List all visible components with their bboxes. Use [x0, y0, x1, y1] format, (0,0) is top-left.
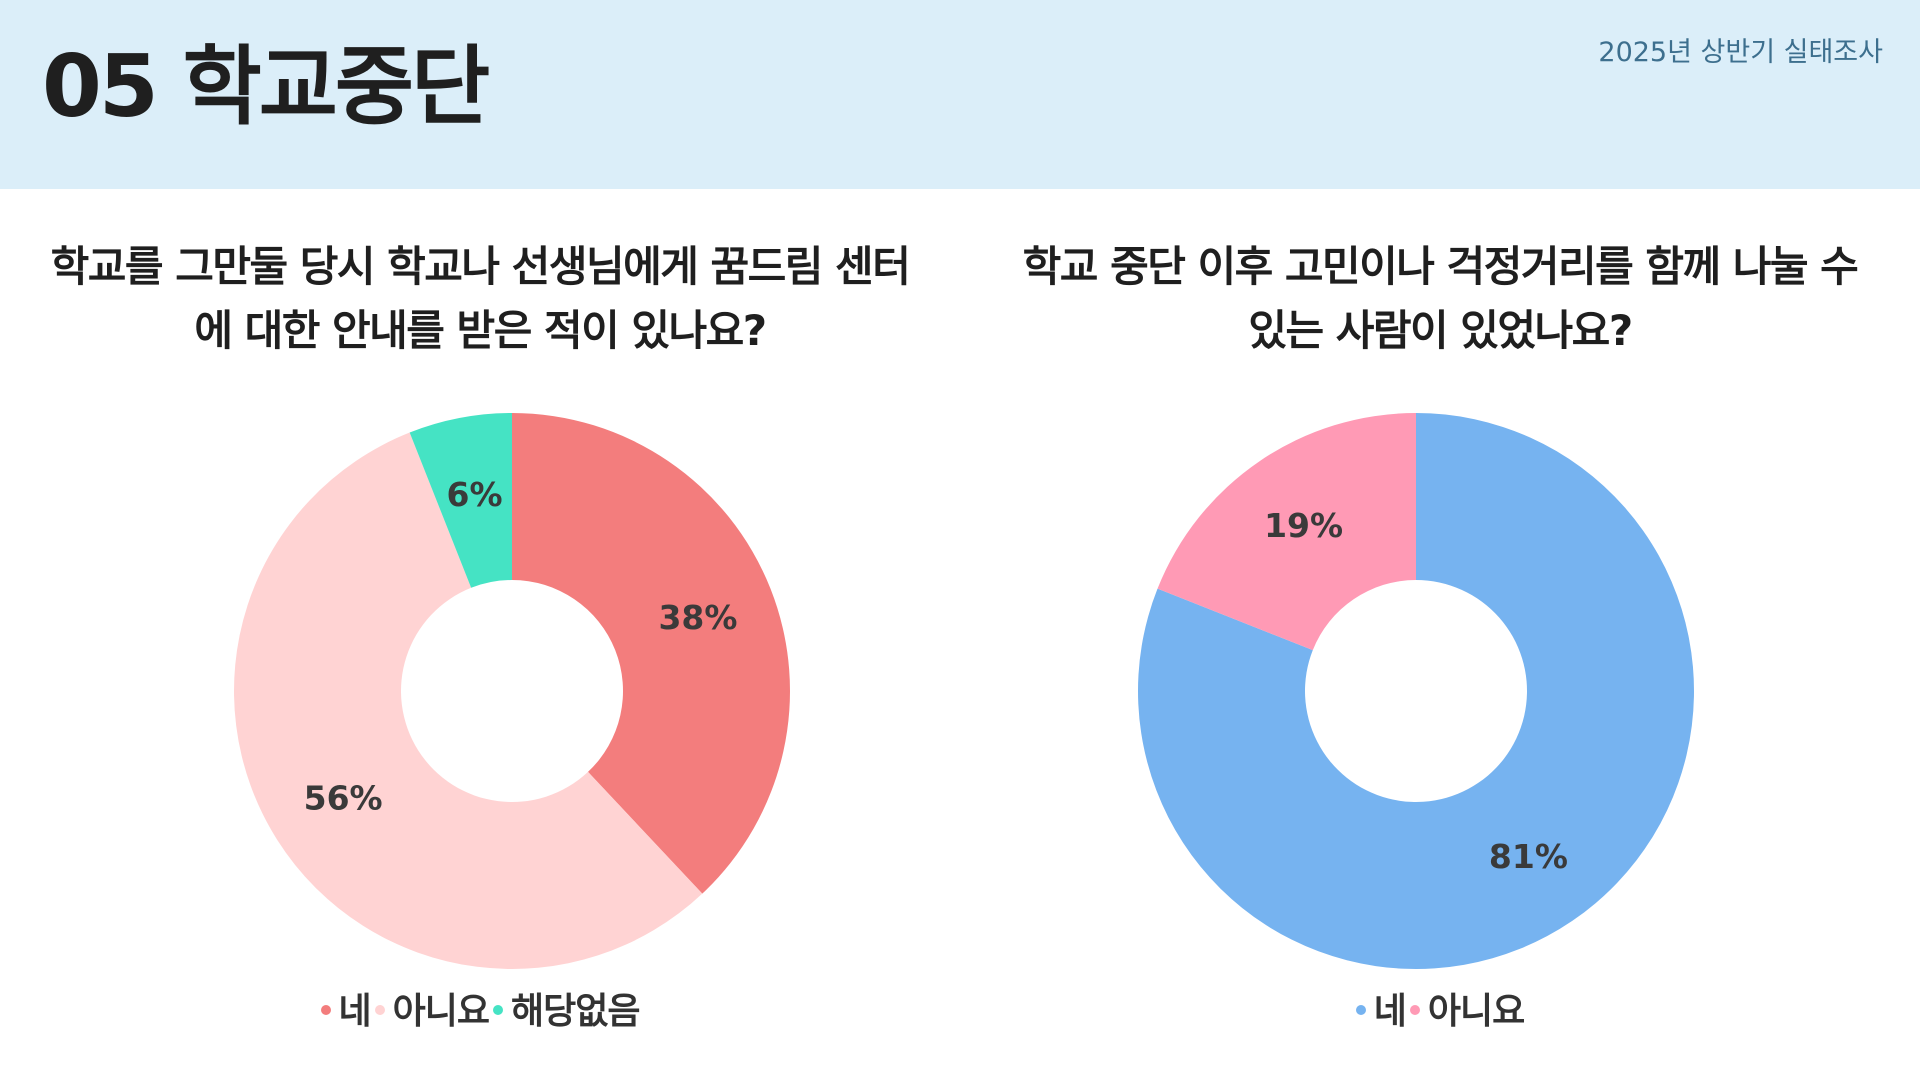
pie-slice-0: [1138, 413, 1694, 969]
chart-panel-right: 학교 중단 이후 고민이나 걱정거리를 함께 나눌 수 있는 사람이 있었나요?…: [960, 189, 1920, 1080]
slice-label-0: 81%: [1489, 837, 1568, 876]
pie-slice-0: [512, 413, 790, 894]
legend-right: 네 아니요: [960, 982, 1920, 1034]
legend-item-2: 해당없음: [493, 982, 640, 1034]
legend-item-1: 아니요: [1409, 982, 1525, 1034]
legend-label: 아니요: [1427, 991, 1525, 1032]
survey-label: 2025년 상반기 실태조사: [1598, 37, 1883, 68]
chart-title-left: 학교를 그만둘 당시 학교나 선생님에게 꿈드림 센터에 대한 안내를 받은 적…: [50, 242, 911, 355]
legend-dot-icon: [374, 1005, 385, 1015]
legend-item-0: 네: [320, 982, 372, 1034]
legend-dot-icon: [320, 1005, 331, 1015]
legend-item-1: 아니요: [374, 982, 490, 1034]
donut-chart-left: 38% 56% 6%: [233, 413, 790, 969]
legend-item-0: 네: [1355, 982, 1407, 1034]
pie-slice-1: [1157, 413, 1416, 651]
pie-slice-1: [233, 432, 703, 969]
pie-slice-2: [409, 413, 512, 588]
legend-label: 네: [1373, 991, 1407, 1032]
chart-title-right: 학교 중단 이후 고민이나 걱정거리를 함께 나눌 수 있는 사람이 있었나요?: [1022, 242, 1859, 355]
donut-chart-right: 81% 19%: [1138, 413, 1694, 969]
legend-dot-icon: [1355, 1005, 1366, 1015]
legend-label: 아니요: [392, 991, 490, 1032]
legend-label: 해당없음: [511, 991, 640, 1032]
legend-dot-icon: [493, 1005, 503, 1015]
slice-label-1: 19%: [1264, 506, 1343, 545]
legend-label: 네: [338, 991, 372, 1032]
slice-label-2: 6%: [447, 475, 503, 514]
slice-label-0: 38%: [658, 598, 737, 637]
chart-panel-left: 학교를 그만둘 당시 학교나 선생님에게 꿈드림 센터에 대한 안내를 받은 적…: [0, 189, 960, 1080]
page-title: 05 학교중단: [42, 37, 490, 137]
page-header: 05 학교중단 2025년 상반기 실태조사: [0, 0, 1920, 189]
legend-dot-icon: [1409, 1005, 1420, 1015]
legend-left: 네 아니요 해당없음: [0, 982, 960, 1034]
slice-label-1: 56%: [304, 779, 383, 818]
